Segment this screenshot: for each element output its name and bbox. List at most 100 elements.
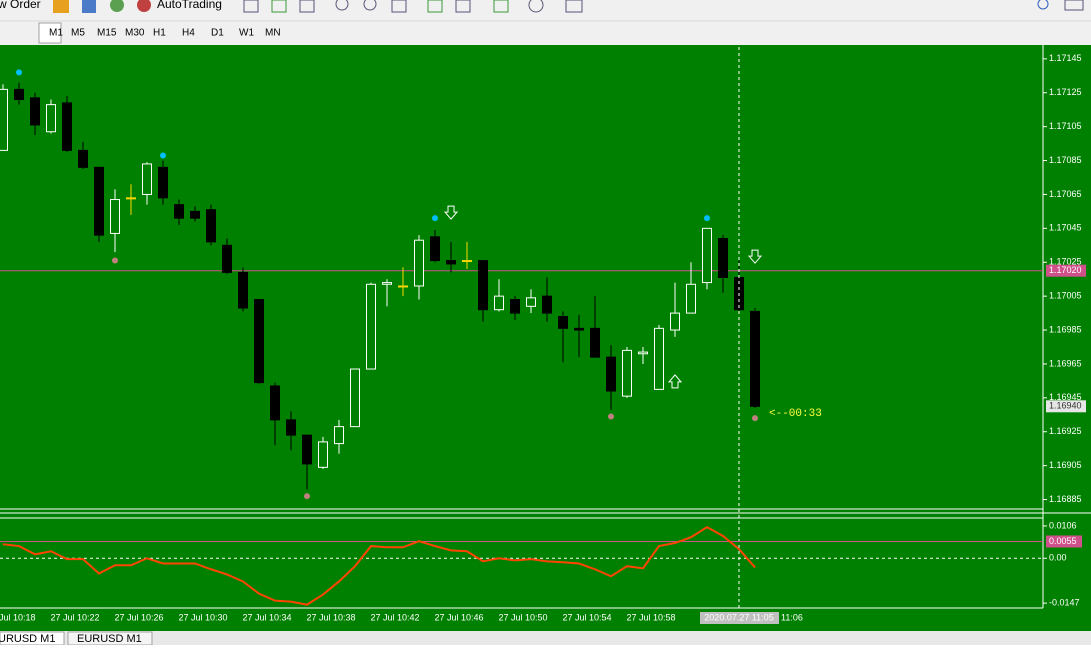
candle-body — [750, 310, 760, 407]
y-tick-label: 1.17145 — [1049, 53, 1082, 63]
timeframe-button[interactable]: H4 — [182, 28, 195, 39]
candle-body — [606, 356, 616, 392]
x-tick-label: 27 Jul 10:26 — [114, 612, 163, 622]
candle-body — [670, 312, 680, 331]
candle-body — [510, 299, 520, 314]
x-tick-label: 27 Jul 10:34 — [242, 612, 291, 622]
toolbar — [0, 0, 1091, 45]
candle-body — [382, 282, 392, 285]
icon[interactable] — [110, 0, 124, 12]
timeframe-button[interactable]: H1 — [153, 28, 166, 39]
icon[interactable] — [53, 0, 69, 13]
x-tick-label: 27 Jul 10:30 — [178, 612, 227, 622]
candle-body — [46, 104, 56, 133]
candle-body — [446, 260, 456, 265]
timeframe-button[interactable]: M5 — [71, 28, 85, 39]
fractal-low — [608, 413, 614, 420]
candle-body — [654, 327, 664, 390]
candle-body — [686, 283, 696, 314]
candle-body — [494, 295, 504, 311]
candle-body — [318, 441, 328, 468]
candle-body — [638, 351, 648, 355]
toolbar-button[interactable]: AutoTrading — [157, 0, 222, 11]
x-tick-label: 27 Jul 10:18 — [0, 612, 36, 622]
arrow-down — [443, 205, 459, 220]
candle-body — [14, 88, 24, 101]
crosshair-label: 2020.07.27 11:05 — [704, 612, 773, 622]
candle-body — [590, 327, 600, 358]
selected-timeframe[interactable] — [38, 22, 62, 44]
y-tick-label: 0.0106 — [1049, 520, 1077, 530]
y-tick-label: 1.16945 — [1049, 392, 1082, 402]
y-tick-label: 1.17085 — [1049, 155, 1082, 165]
candle-body — [350, 368, 360, 428]
arrow-down — [747, 249, 763, 264]
countdown: <--00:33 — [769, 408, 822, 420]
candle-body — [110, 199, 120, 234]
x-tick-label: 27 Jul 10:42 — [370, 612, 419, 622]
level-box — [1046, 535, 1082, 548]
candle-body — [462, 260, 472, 263]
y-tick-label: 1.16925 — [1049, 426, 1082, 436]
timeframe-button[interactable]: D1 — [211, 28, 224, 39]
timeframe-button[interactable]: M1 — [49, 28, 63, 39]
candle-body — [574, 327, 584, 331]
fractal-high — [432, 215, 438, 222]
candle-body — [622, 349, 632, 397]
candle-body — [174, 204, 184, 219]
candle-body — [126, 197, 136, 200]
fractal-low — [304, 493, 310, 500]
icon[interactable] — [137, 0, 151, 12]
x-tick-label: 27 Jul 10:22 — [50, 612, 99, 622]
candle-body — [526, 297, 536, 307]
fractal-high — [160, 152, 166, 159]
indicator-line — [2, 525, 756, 606]
candle-body — [366, 283, 376, 370]
fractal-low — [112, 257, 118, 264]
candle-body — [254, 299, 264, 384]
toolbar-icons[interactable] — [243, 0, 1084, 13]
toolbar-button[interactable]: w Order — [0, 0, 41, 11]
x-tick-label: 11:06 — [781, 612, 803, 622]
candle-body — [270, 385, 280, 421]
icon[interactable] — [82, 0, 96, 13]
candle-body — [542, 295, 552, 314]
timeframe-button[interactable]: MN — [265, 28, 281, 39]
timeframe-button[interactable]: M30 — [125, 28, 145, 39]
y-tick-label: -0.0147 — [1049, 597, 1080, 607]
candle-body — [142, 163, 152, 195]
candle-body — [158, 166, 168, 199]
candle-body — [286, 419, 296, 436]
y-tick-label: 1.17105 — [1049, 121, 1082, 131]
y-tick-label: 1.17025 — [1049, 257, 1082, 267]
candle-body — [238, 271, 248, 309]
candle-body — [190, 210, 200, 219]
timeframe-button[interactable]: W1 — [239, 28, 254, 39]
chart-area — [0, 45, 1091, 631]
crosshair-label-box — [700, 612, 779, 624]
timeframe-button[interactable]: M15 — [97, 28, 117, 39]
candle-body — [0, 88, 8, 151]
candle-body — [334, 426, 344, 445]
fractal-high — [704, 215, 710, 222]
candle-body — [222, 244, 232, 273]
y-tick-label: 1.16985 — [1049, 324, 1082, 334]
fractal-low — [752, 415, 758, 422]
x-tick-label: 27 Jul 10:54 — [562, 612, 611, 622]
candle-body — [478, 260, 488, 311]
candle-body — [30, 97, 40, 126]
candle-body — [94, 166, 104, 236]
tab-label[interactable]: EURUSD M1 — [77, 633, 142, 645]
candle-body — [206, 209, 216, 243]
current-price-label: 1.16940 — [1049, 401, 1082, 411]
x-tick-label: 27 Jul 10:46 — [434, 612, 483, 622]
y-tick-label: 1.17125 — [1049, 87, 1082, 97]
x-tick-label: 27 Jul 10:58 — [626, 612, 675, 622]
y-tick-label: 1.16965 — [1049, 358, 1082, 368]
price-label: 1.17020 — [1049, 265, 1082, 275]
y-tick-label: 1.16885 — [1049, 494, 1082, 504]
tab-label[interactable]: URUSD M1 — [0, 633, 55, 645]
candle-body — [718, 238, 728, 279]
